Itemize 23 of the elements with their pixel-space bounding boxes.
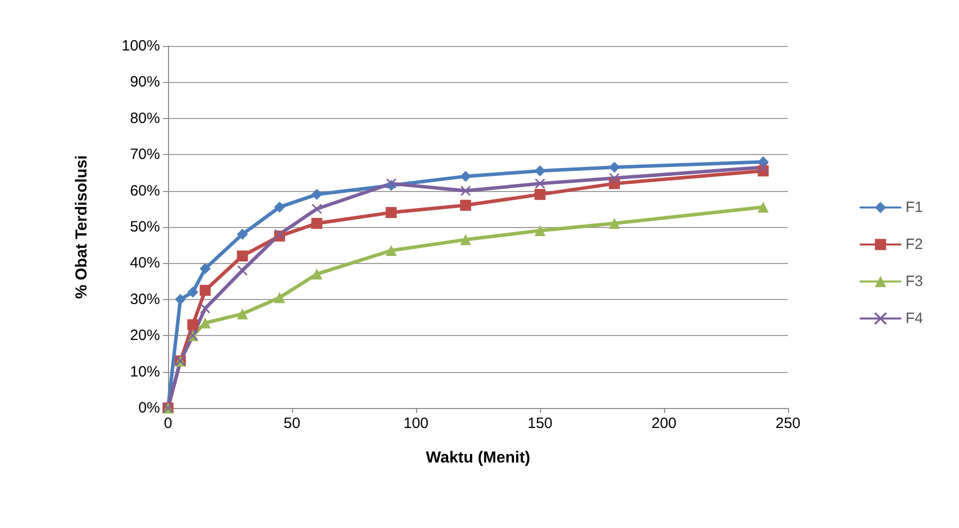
y-tick-label: 90%: [130, 74, 160, 91]
y-tick-label: 30%: [130, 290, 160, 308]
legend-label: F1: [905, 199, 924, 216]
y-tick-label: 50%: [130, 218, 160, 236]
x-tick-label: 250: [775, 415, 801, 432]
y-tick-label: 20%: [130, 327, 160, 344]
legend-label: F4: [905, 310, 924, 327]
x-tick-label: 150: [527, 415, 553, 432]
y-tick-label: 100%: [122, 38, 160, 54]
y-tick-label: 40%: [130, 254, 160, 272]
x-axis-title: Waktu (Menit): [426, 450, 530, 466]
x-tick-label: 50: [284, 415, 300, 432]
y-axis-title: % Obat Terdisolusi: [74, 155, 90, 299]
x-tick-label: 100: [403, 415, 429, 432]
x-tick-label: 200: [651, 415, 677, 432]
y-tick-label: 80%: [130, 110, 160, 127]
x-tick-label: 0: [164, 415, 172, 432]
y-tick-label: 60%: [130, 182, 160, 200]
legend-label: F3: [905, 273, 924, 290]
y-tick-label: 0%: [138, 400, 160, 416]
legend-label: F2: [905, 236, 924, 253]
y-tick-label: 70%: [130, 146, 160, 164]
y-tick-label: 10%: [130, 363, 160, 380]
